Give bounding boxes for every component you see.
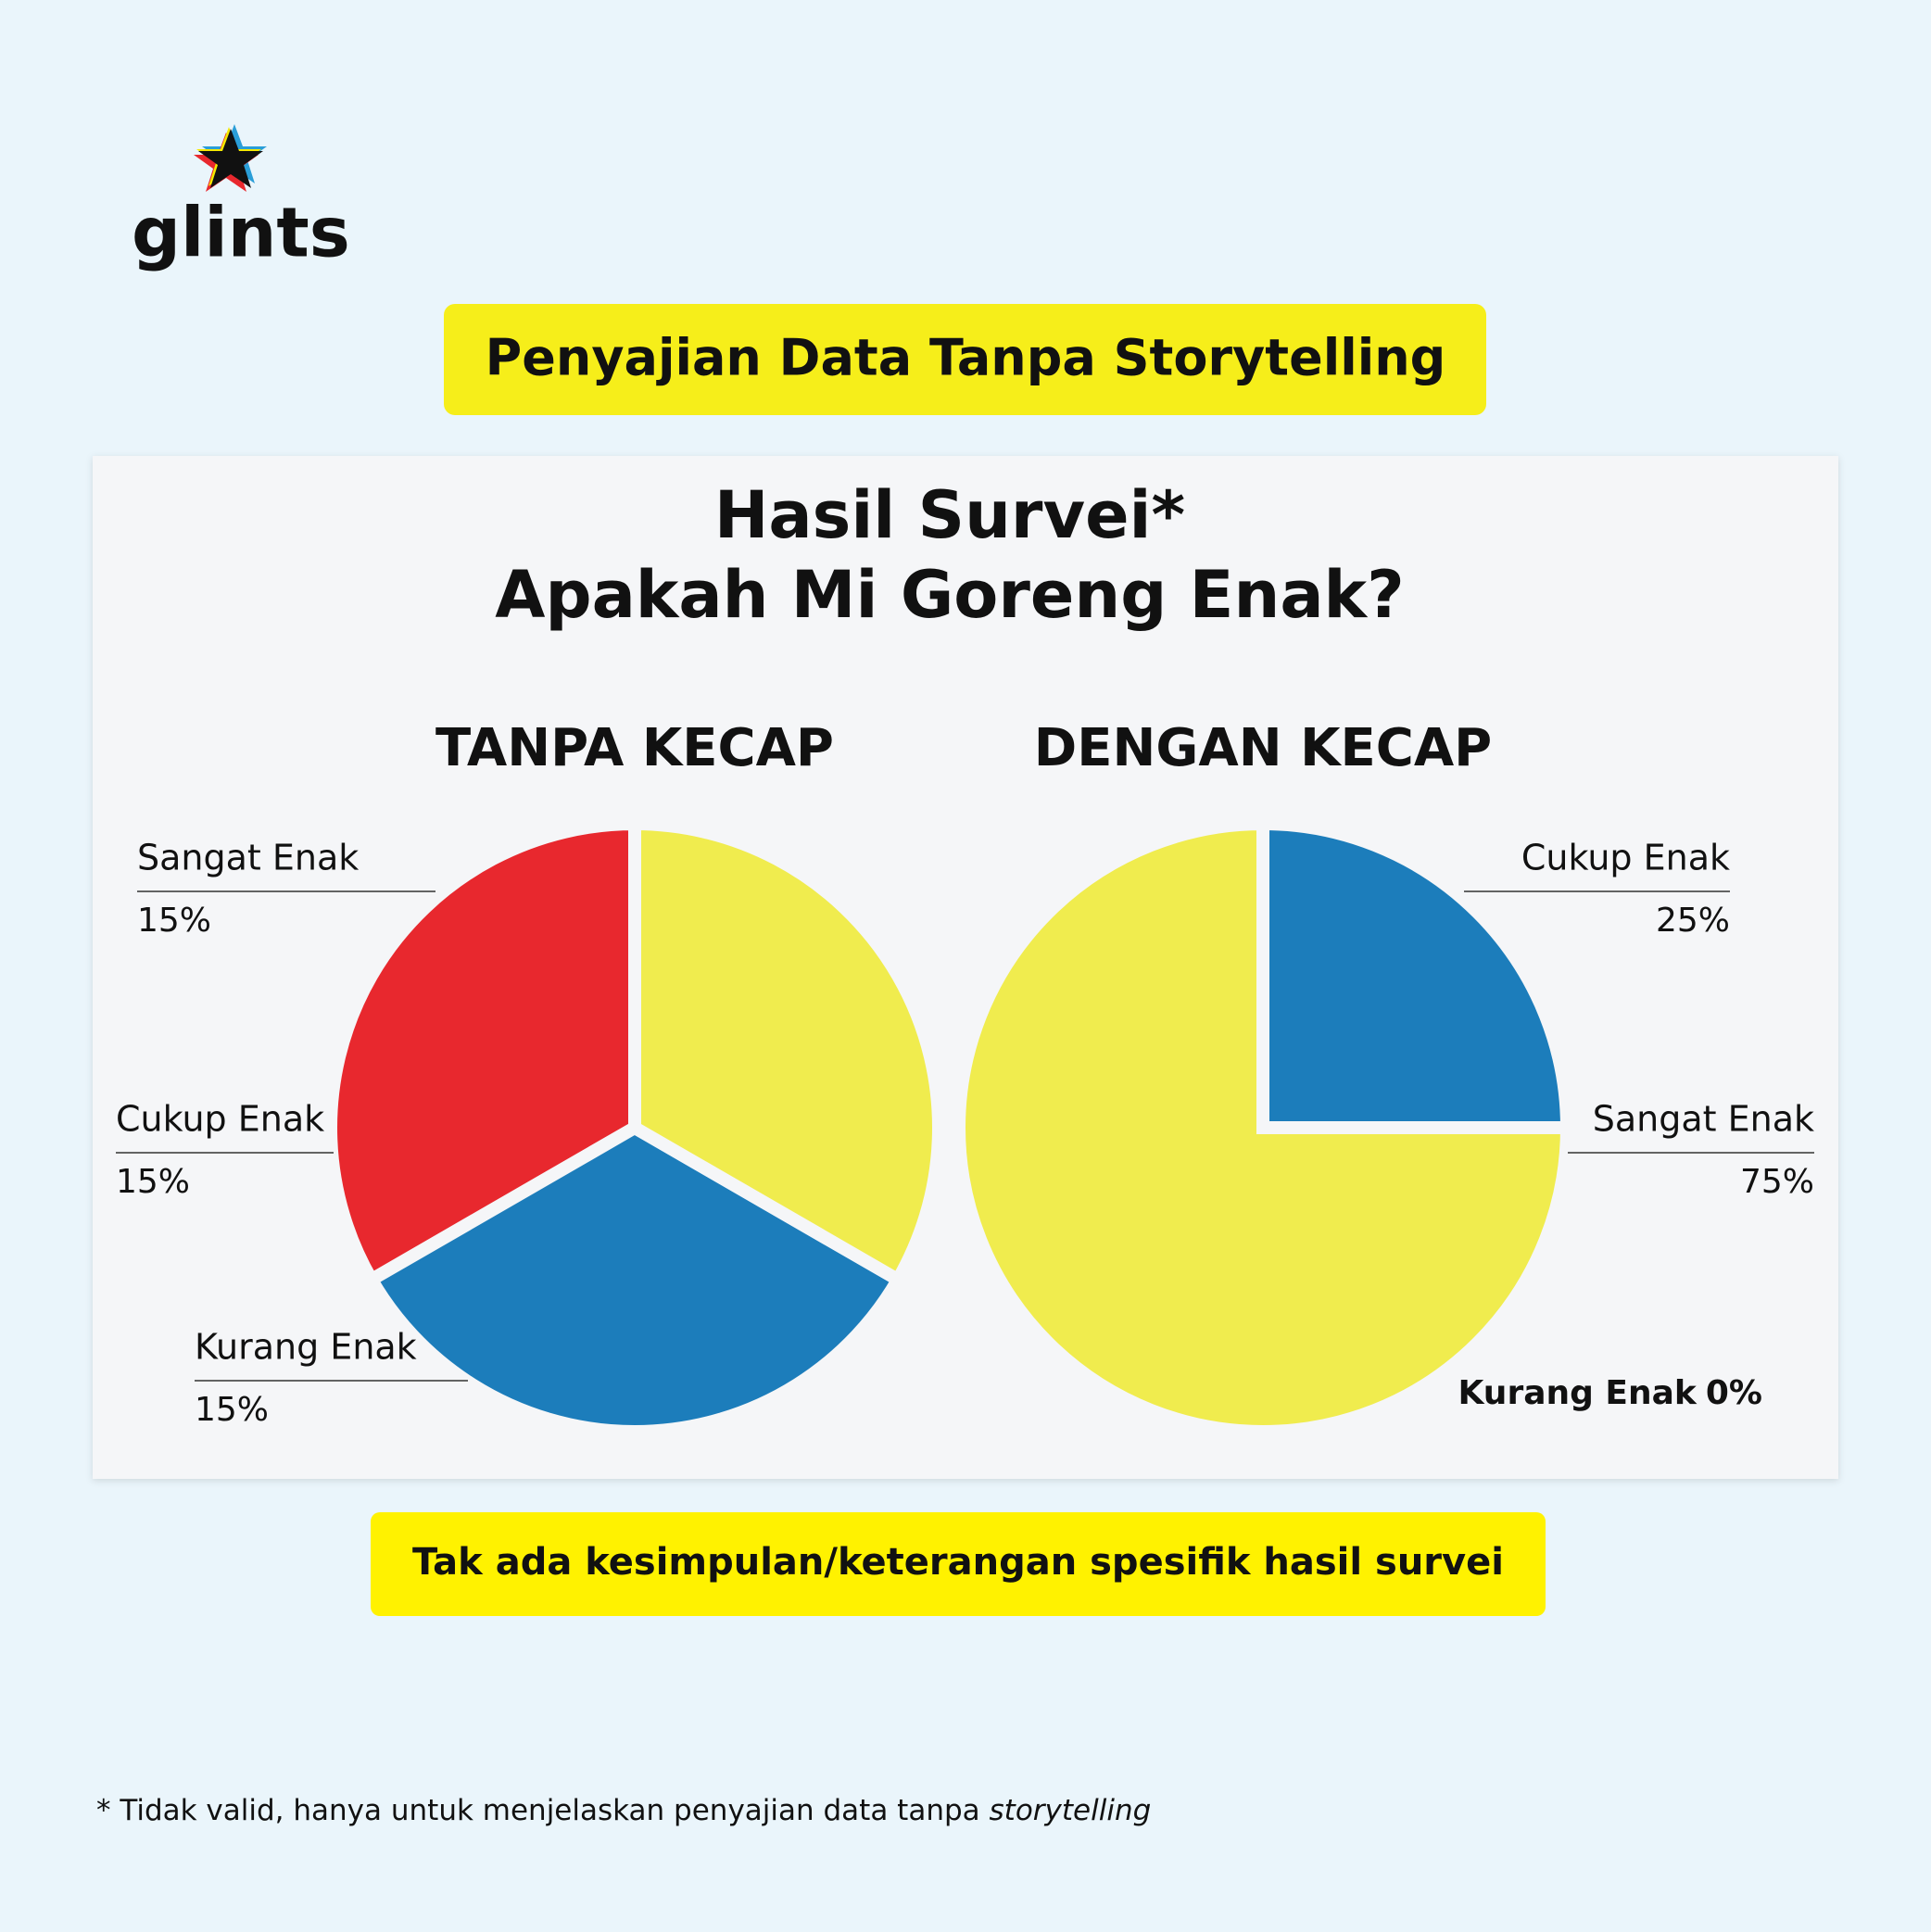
value-label: 75% — [1740, 1163, 1814, 1201]
pie-slice — [628, 816, 945, 1289]
category-label: Kurang Enak — [195, 1327, 417, 1368]
value-label: 25% — [1656, 902, 1730, 940]
pie-slice — [953, 816, 1574, 1438]
category-label: Sangat Enak — [1593, 1099, 1814, 1140]
footnote-text: * Tidak valid, hanya untuk menjelaskan p… — [96, 1794, 990, 1827]
banner-title: Penyajian Data Tanpa Storytelling — [486, 329, 1446, 387]
category-label: Kurang Enak — [1458, 1374, 1698, 1412]
value-label: 15% — [116, 1163, 190, 1201]
value-label: 0% — [1706, 1374, 1762, 1412]
chart-title: DENGAN KECAP — [1034, 718, 1492, 778]
panel-title: Hasil Survei* — [714, 477, 1185, 553]
conclusion: Tak ada kesimpulan/keterangan spesifik h… — [412, 1541, 1504, 1584]
category-label: Cukup Enak — [1521, 838, 1730, 878]
value-label: 15% — [137, 902, 211, 940]
footnote-emphasis: storytelling — [990, 1794, 1152, 1827]
pie-slice — [362, 1119, 907, 1438]
footnote: * Tidak valid, hanya untuk menjelaskan p… — [96, 1794, 1151, 1827]
category-label: Cukup Enak — [116, 1099, 324, 1140]
logo-text: glints — [132, 194, 350, 273]
slice-label: Kurang Enak 0% — [1458, 1374, 1762, 1412]
panel-title: Apakah Mi Goreng Enak? — [495, 557, 1404, 633]
chart-title: TANPA KECAP — [435, 718, 834, 778]
banner-box — [444, 304, 1486, 415]
conclusion-box — [371, 1512, 1546, 1616]
value-label: 15% — [195, 1391, 269, 1429]
logo-star — [194, 124, 267, 192]
category-label: Sangat Enak — [137, 838, 359, 878]
charts: TANPA KECAP Sangat Enak 15% Cukup Enak 15% Ku… — [116, 718, 1814, 1438]
pie-slice — [1256, 816, 1574, 1134]
